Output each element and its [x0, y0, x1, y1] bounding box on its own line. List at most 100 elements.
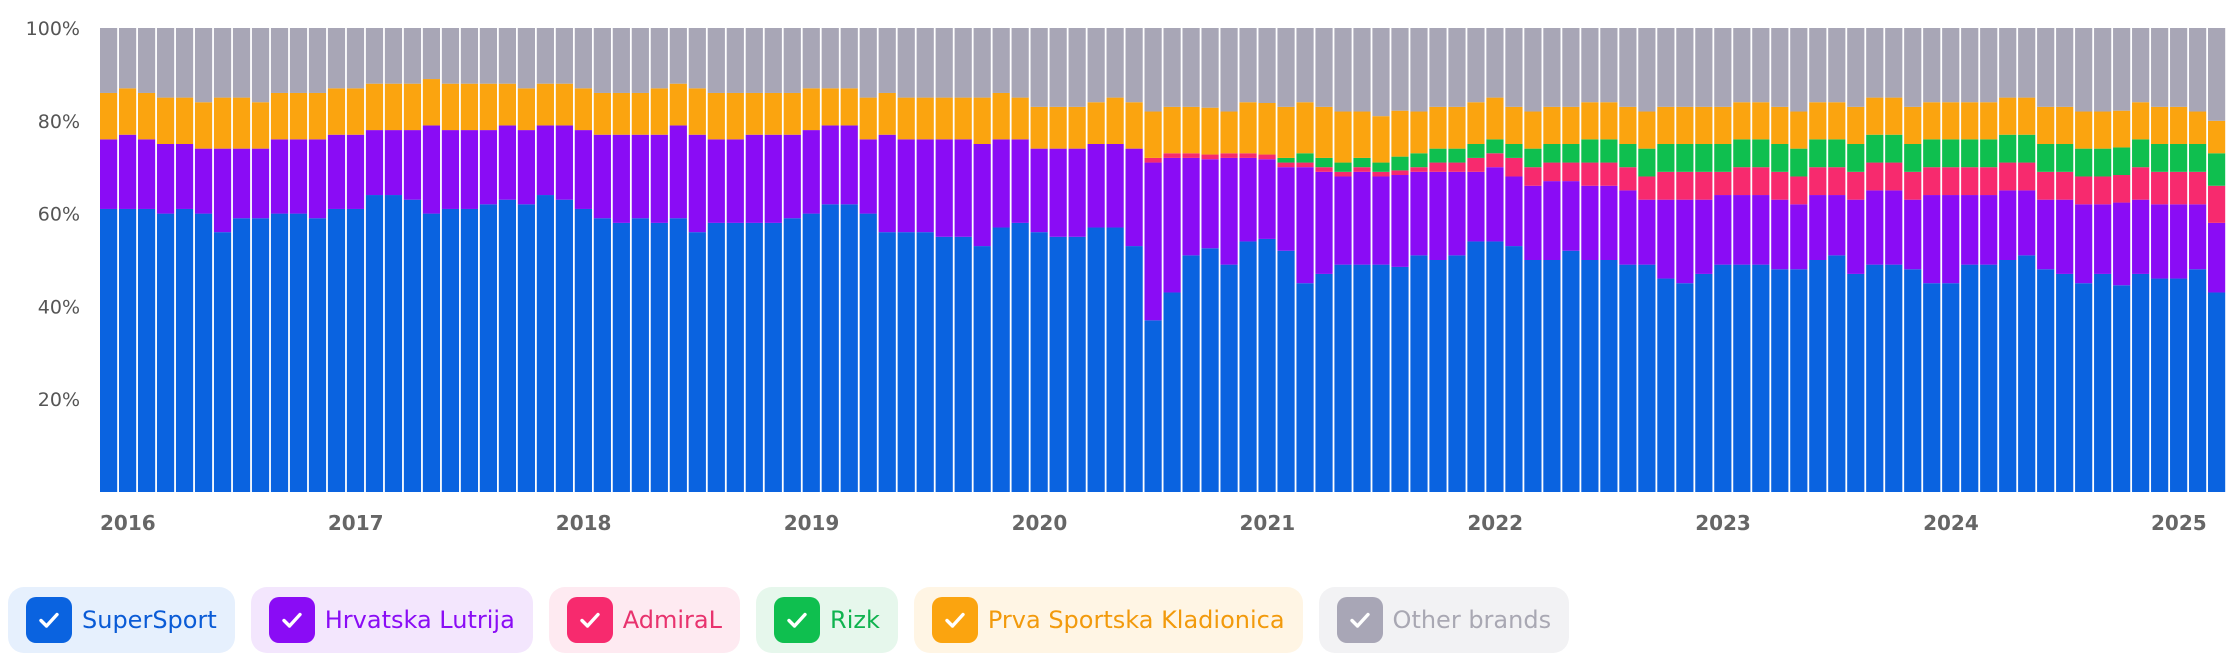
- bar-segment-hrvatska-lutrija-95: [1904, 199, 1922, 270]
- bar-segment-admiral-84: [1695, 171, 1713, 200]
- y-tick-label: 100%: [26, 18, 80, 40]
- bar-segment-other-brands-11: [308, 28, 327, 93]
- x-tick-label: 2016: [100, 511, 156, 535]
- bar-segment-rizk-82: [1657, 144, 1675, 172]
- bar-segment-hrvatska-lutrija-57: [1182, 157, 1200, 256]
- bar-segment-hrvatska-lutrija-4: [175, 144, 194, 209]
- x-tick-label: 2019: [784, 511, 840, 535]
- bar-segment-other-brands-81: [1638, 28, 1656, 112]
- bar-segment-other-brands-60: [1239, 28, 1257, 103]
- legend-item-admiral[interactable]: AdmiraL: [548, 587, 741, 653]
- bar-segment-supersport-78: [1581, 260, 1599, 492]
- bar-segment-rizk-104: [2075, 148, 2093, 177]
- bar-segment-other-brands-52: [1087, 28, 1105, 103]
- bar-segment-hrvatska-lutrija-22: [517, 130, 535, 205]
- bar-segment-prva-sportska-kladionica-106: [2113, 110, 2131, 148]
- bar-segment-supersport-101: [2018, 255, 2036, 492]
- bar-segment-admiral-59: [1220, 153, 1238, 158]
- bar-segment-other-brands-36: [783, 28, 801, 93]
- bar-segment-supersport-58: [1201, 248, 1219, 492]
- bar-segment-prva-sportska-kladionica-65: [1334, 111, 1352, 163]
- y-tick-label: 60%: [38, 204, 80, 226]
- x-tick-label: 2017: [328, 511, 384, 535]
- bar-segment-hrvatska-lutrija-91: [1828, 195, 1846, 256]
- bar-segment-prva-sportska-kladionica-45: [954, 97, 972, 140]
- y-tick-label: 20%: [38, 389, 80, 411]
- bar-segment-prva-sportska-kladionica-64: [1315, 106, 1333, 158]
- bar-segment-hrvatska-lutrija-101: [2018, 190, 2036, 256]
- bar-segment-other-brands-76: [1543, 28, 1561, 107]
- bar-segment-supersport-104: [2075, 283, 2093, 492]
- bar-segment-admiral-97: [1942, 167, 1960, 196]
- bar-segment-other-brands-71: [1448, 28, 1466, 107]
- bar-segment-prva-sportska-kladionica-29: [650, 88, 668, 135]
- bar-segment-other-brands-24: [555, 28, 573, 84]
- checkmark-icon[interactable]: [1336, 597, 1383, 643]
- bar-segment-supersport-64: [1315, 273, 1333, 492]
- bar-segment-prva-sportska-kladionica-111: [2208, 120, 2226, 154]
- bar-segment-hrvatska-lutrija-16: [403, 130, 422, 200]
- bar-segment-prva-sportska-kladionica-100: [1999, 97, 2017, 135]
- bar-segment-prva-sportska-kladionica-52: [1087, 102, 1105, 144]
- bar-segment-other-brands-1: [118, 28, 137, 89]
- bar-segment-prva-sportska-kladionica-39: [840, 88, 858, 126]
- legend-item-rizk[interactable]: Rizk: [756, 587, 898, 653]
- bar-segment-other-brands-59: [1220, 28, 1238, 112]
- bar-segment-other-brands-92: [1847, 28, 1865, 107]
- bar-segment-rizk-77: [1562, 144, 1580, 163]
- bar-segment-prva-sportska-kladionica-70: [1429, 106, 1447, 149]
- bar-segment-supersport-106: [2113, 285, 2131, 492]
- checkmark-icon[interactable]: [268, 597, 315, 643]
- bar-segment-prva-sportska-kladionica-10: [289, 92, 308, 140]
- bar-segment-hrvatska-lutrija-34: [745, 134, 763, 223]
- checkmark-icon[interactable]: [931, 597, 978, 643]
- bar-segment-prva-sportska-kladionica-11: [308, 92, 327, 140]
- bar-segment-prva-sportska-kladionica-3: [156, 97, 175, 144]
- bar-segment-hrvatska-lutrija-25: [574, 130, 592, 209]
- bar-segment-admiral-108: [2151, 171, 2169, 205]
- bar-segment-supersport-12: [327, 208, 346, 492]
- bar-segment-other-brands-54: [1125, 28, 1143, 103]
- bar-segment-supersport-26: [593, 218, 611, 493]
- bar-segment-rizk-96: [1923, 139, 1941, 168]
- bar-segment-prva-sportska-kladionica-54: [1125, 102, 1143, 149]
- bar-segment-hrvatska-lutrija-19: [460, 130, 479, 209]
- bar-segment-hrvatska-lutrija-48: [1011, 139, 1029, 223]
- bar-segment-other-brands-98: [1961, 28, 1979, 103]
- bar-segment-hrvatska-lutrija-6: [213, 148, 232, 233]
- bar-segment-prva-sportska-kladionica-104: [2075, 111, 2093, 149]
- bar-segment-rizk-74: [1505, 144, 1523, 158]
- bar-segment-admiral-110: [2189, 171, 2207, 205]
- bar-segment-prva-sportska-kladionica-74: [1505, 106, 1523, 144]
- legend-item-prva-sportska-kladionica[interactable]: Prva Sportska Kladionica: [913, 587, 1303, 653]
- bar-segment-prva-sportska-kladionica-5: [194, 102, 213, 149]
- bar-segment-prva-sportska-kladionica-56: [1163, 106, 1181, 154]
- bar-segment-hrvatska-lutrija-67: [1372, 176, 1390, 265]
- bar-segment-admiral-92: [1847, 171, 1865, 200]
- bar-segment-admiral-102: [2037, 171, 2055, 200]
- bar-segment-hrvatska-lutrija-49: [1030, 148, 1048, 233]
- bar-segment-hrvatska-lutrija-60: [1239, 157, 1257, 242]
- checkmark-icon[interactable]: [26, 597, 72, 643]
- checkmark-icon[interactable]: [774, 597, 821, 643]
- bar-segment-prva-sportska-kladionica-35: [764, 92, 782, 135]
- x-tick-label: 2023: [1695, 511, 1751, 535]
- bar-segment-hrvatska-lutrija-65: [1334, 176, 1352, 265]
- bar-segment-other-brands-83: [1676, 28, 1694, 107]
- bar-segment-other-brands-40: [859, 28, 877, 98]
- bar-segment-hrvatska-lutrija-73: [1486, 167, 1504, 242]
- bar-segment-admiral-93: [1866, 162, 1884, 191]
- bar-segment-supersport-107: [2132, 273, 2150, 492]
- checkmark-icon[interactable]: [566, 597, 613, 643]
- legend-item-other-brands[interactable]: Other brands: [1318, 587, 1570, 653]
- bar-segment-supersport-74: [1505, 246, 1523, 492]
- bar-segment-hrvatska-lutrija-79: [1600, 185, 1618, 260]
- bar-segment-supersport-86: [1733, 264, 1751, 492]
- legend-item-supersport[interactable]: SuperSport: [8, 587, 235, 653]
- bar-segment-hrvatska-lutrija-23: [536, 125, 554, 196]
- bar-segment-hrvatska-lutrija-88: [1771, 199, 1789, 270]
- bar-segment-hrvatska-lutrija-42: [897, 139, 915, 233]
- bar-segment-prva-sportska-kladionica-51: [1068, 106, 1086, 149]
- legend-item-hrvatska-lutrija[interactable]: Hrvatska Lutrija: [250, 587, 533, 653]
- bar-segment-admiral-107: [2132, 167, 2150, 200]
